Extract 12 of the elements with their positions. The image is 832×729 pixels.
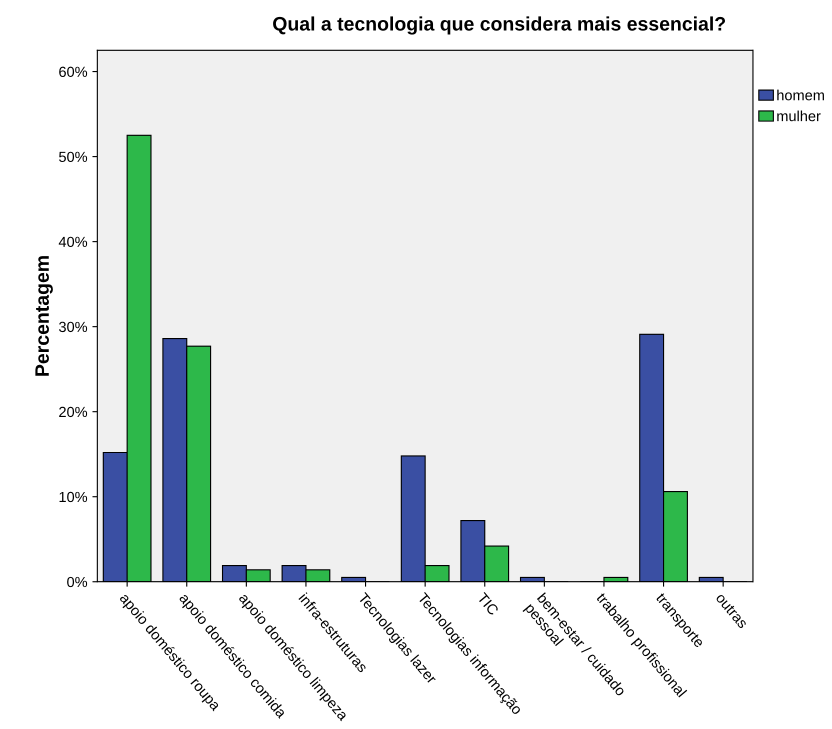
y-tick-label: 30% bbox=[58, 322, 88, 332]
y-tick-label: 20% bbox=[59, 406, 88, 418]
legend-label: mulher bbox=[777, 110, 821, 122]
y-axis-title: Percentagem bbox=[35, 256, 53, 376]
y-tick-label: 40% bbox=[58, 236, 88, 248]
chart-title: Qual a tecnologia que considera mais essencial? bbox=[273, 16, 726, 35]
y-tick-label: 60% bbox=[59, 66, 88, 77]
legend-label: homem bbox=[777, 90, 824, 100]
y-tick-label: 0% bbox=[67, 576, 88, 588]
x-tick-label: TIC bbox=[476, 592, 500, 616]
y-tick-label: 10% bbox=[60, 492, 88, 502]
y-tick-label: 50% bbox=[59, 152, 88, 162]
